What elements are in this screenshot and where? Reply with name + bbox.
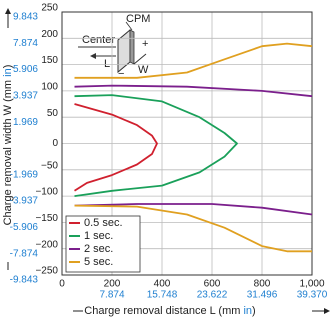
y-axis-label-part: ): [2, 65, 14, 69]
x-axis-label-part: Charge removal distance L (mm: [84, 305, 243, 317]
y-tick-label-in: -9.843: [10, 275, 39, 286]
y-tick-label: −50: [41, 160, 58, 171]
y-tick-label: 200: [41, 29, 58, 40]
w-arrow: [133, 53, 147, 65]
x-axis-label-part: in: [243, 305, 252, 317]
legend-label: 1 sec.: [84, 230, 113, 242]
x-tick-label-in: 23.622: [197, 290, 228, 301]
x-tick-label: 200: [104, 279, 121, 290]
annotation: L: [104, 58, 110, 70]
device-icon: [117, 28, 131, 74]
series-line: [74, 84, 313, 216]
arrow-head: [90, 53, 96, 59]
plot-frame: [61, 11, 313, 276]
y-tick-label: 0: [52, 138, 58, 149]
x-tick-label-in: 31.496: [247, 290, 278, 301]
annotation: −: [118, 68, 124, 80]
legend-label: 2 sec.: [84, 243, 113, 255]
device-side: [129, 29, 135, 65]
legend-label: 0.5 sec.: [84, 217, 123, 229]
y-axis-label-part: Charge removal width W (mm: [2, 77, 14, 226]
arrow-head: [5, 8, 11, 14]
x-tick-label: 600: [204, 279, 221, 290]
annotation: Center: [82, 34, 115, 46]
y-axis-label: Charge removal width W (mm in): [2, 65, 14, 226]
y-tick-label-in: -3.937: [10, 196, 39, 207]
arrow-head: [324, 308, 330, 314]
y-tick-label-in: 5.906: [13, 64, 38, 75]
x-tick-label-in: 39.370: [297, 290, 328, 301]
y-tick-label-in: -1.969: [10, 169, 39, 180]
series-line: [74, 94, 238, 197]
legend-label: 5 sec.: [84, 256, 113, 268]
x-tick-label: 400: [154, 279, 171, 290]
series-line: [74, 103, 158, 192]
y-tick-label-in: 7.874: [13, 38, 38, 49]
x-tick-label: 1,000: [299, 279, 324, 290]
y-tick-label: 50: [47, 108, 59, 119]
x-tick-label: 0: [59, 279, 65, 290]
y-tick-label-in: 9.843: [13, 12, 38, 23]
series-line: [74, 42, 313, 253]
annotation: CPM: [126, 13, 150, 25]
annotation: W: [138, 64, 149, 76]
x-tick-label-in: 15.748: [147, 290, 178, 301]
y-tick-label: −250: [35, 266, 58, 277]
y-tick-label: 150: [41, 55, 58, 66]
y-tick-label-in: 1.969: [13, 117, 38, 128]
y-tick-label: −100: [35, 187, 58, 198]
y-tick-label-in: -5.906: [10, 222, 39, 233]
y-tick-label: −150: [35, 213, 58, 224]
x-axis-label: Charge removal distance L (mm in): [84, 305, 255, 317]
x-tick-label: 800: [254, 279, 271, 290]
x-tick-label-in: 7.874: [99, 290, 124, 301]
x-axis-label-part: ): [252, 305, 256, 317]
annotation: +: [142, 38, 148, 50]
y-tick-label: 250: [41, 3, 58, 14]
y-tick-label: 100: [41, 82, 58, 93]
y-tick-label: −200: [35, 239, 58, 250]
inset-diagram: CPM Center + L − W: [78, 13, 150, 80]
y-tick-label-in: -7.874: [10, 248, 39, 259]
y-axis-label-part: in: [2, 68, 14, 77]
y-tick-label-in: 3.937: [13, 91, 38, 102]
cpm-leader: [125, 21, 133, 31]
legend: 0.5 sec.1 sec.2 sec.5 sec.: [65, 215, 141, 273]
